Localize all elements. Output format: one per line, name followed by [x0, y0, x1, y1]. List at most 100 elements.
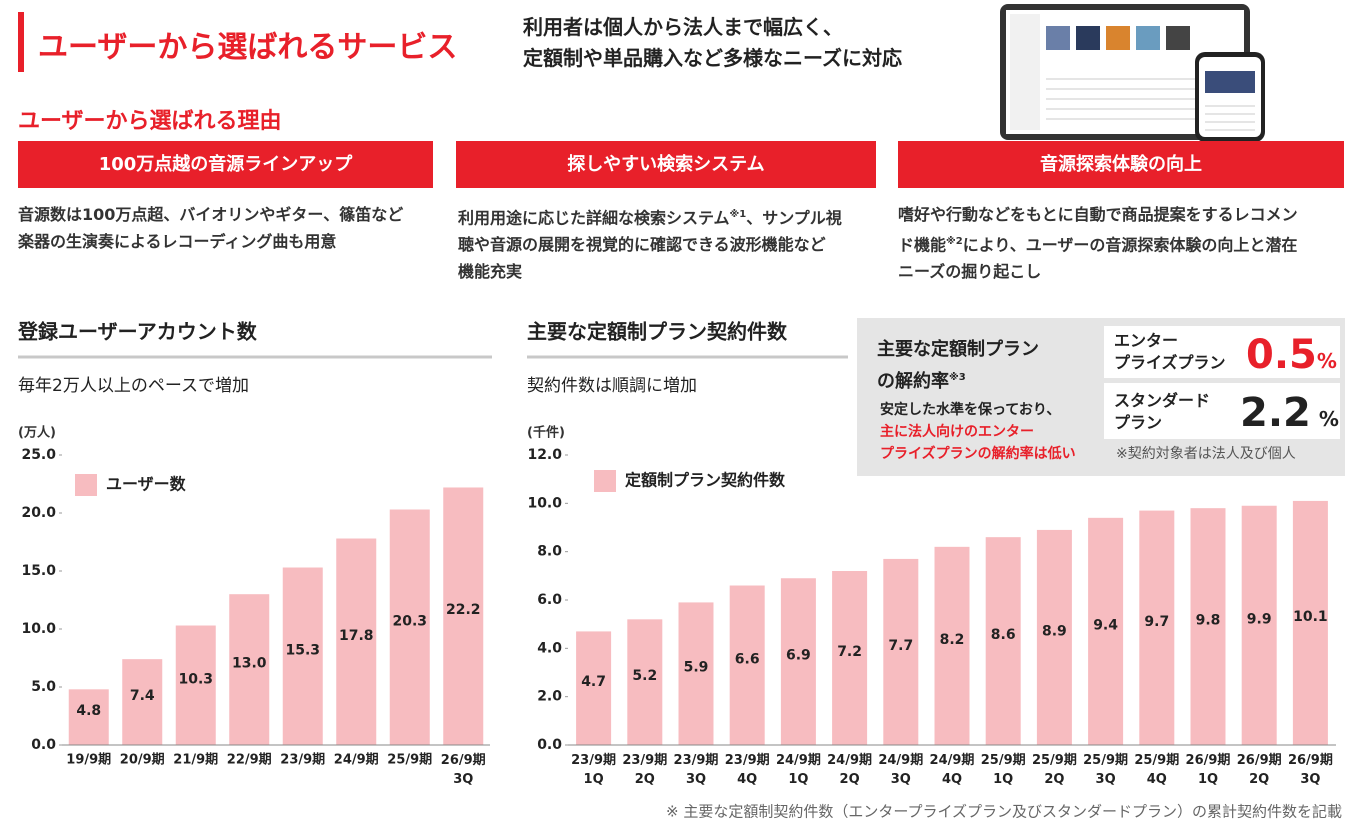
plan-name: スタンダード プラン	[1114, 390, 1210, 434]
y-tick-label: 2.0	[537, 689, 562, 705]
chart-title: 登録ユーザーアカウント数	[17, 320, 258, 344]
chart-subtitle: 毎年2万人以上のペースで増加	[18, 376, 249, 396]
x-tick-label: 24/9期 4Q	[930, 753, 975, 787]
plan-box	[1104, 326, 1340, 378]
value-label: 7.2	[837, 644, 862, 660]
x-tick-label: 20/9期	[120, 753, 165, 768]
bar	[780, 578, 816, 745]
x-tick-label: 23/9期	[280, 753, 325, 768]
churn-highlight: 主に法人向けのエンター	[880, 424, 1034, 440]
chart-note: ※ 主要な定額制契約件数（エンタープライズプラン及びスタンダードプラン）の累計契…	[666, 803, 1342, 821]
value-label: 7.7	[888, 638, 913, 654]
bar	[678, 602, 714, 745]
bar	[985, 537, 1021, 745]
value-label: 17.8	[339, 628, 374, 644]
reason-title: 100万点越の音源ラインアップ	[18, 141, 433, 188]
value-label: 9.8	[1196, 613, 1221, 629]
y-tick-label: 6.0	[537, 592, 562, 608]
text-line: ド機能※2により、ユーザーの音源探索体験の向上と潜在	[898, 228, 1298, 258]
y-tick-label: 8.0	[537, 544, 562, 560]
x-tick-label: 23/9期 2Q	[622, 753, 667, 787]
accent-bar	[18, 12, 24, 72]
value-label: 13.0	[232, 656, 267, 672]
thumb	[1136, 26, 1160, 50]
text-segment: により、ユーザーの音源探索体験の向上と潜在	[962, 235, 1298, 255]
bar	[883, 558, 919, 745]
text-line: ニーズの掘り起こし	[898, 258, 1298, 285]
phone-screen	[1199, 57, 1261, 137]
thumb	[1046, 26, 1070, 50]
x-tick-label: 24/9期 1Q	[776, 753, 821, 787]
x-tick-label: 25/9期	[387, 753, 432, 768]
x-tick-label: 26/9期 1Q	[1186, 753, 1231, 787]
value-label: 10.3	[178, 671, 213, 687]
bar	[1088, 517, 1124, 745]
text-line: 利用用途に応じた詳細な検索システム※1、サンプル視	[458, 201, 842, 231]
churn-title-line: の解約率	[877, 371, 949, 392]
x-tick-label: 21/9期	[173, 753, 218, 768]
plan-unit: %	[1318, 407, 1339, 431]
plan-value: 0.5	[1246, 332, 1317, 378]
value-label: 5.2	[632, 668, 657, 684]
plan-name-line: プライズプラン	[1114, 353, 1226, 372]
value-label: 5.9	[684, 660, 709, 676]
bar	[1139, 510, 1175, 745]
x-tick-label: 23/9期 3Q	[674, 753, 719, 787]
y-tick-label: 25.0	[21, 447, 56, 463]
bar	[729, 585, 765, 745]
legend-swatch	[594, 470, 616, 492]
text-line: 楽器の生演奏によるレコーディング曲も用意	[18, 228, 403, 255]
bar	[229, 594, 270, 745]
chart-subtitle: 契約件数は順調に増加	[527, 376, 697, 396]
bar	[1190, 508, 1226, 745]
churn-title: 主要な定額制プラン の解約率※3	[877, 336, 1039, 396]
lead-line: 定額制や単品購入など多様なニーズに対応	[523, 46, 902, 70]
text-line: 音源数は100万点超、バイオリンやギター、篠笛など	[18, 201, 403, 228]
value-label: 6.6	[735, 651, 760, 667]
text-segment: 利用用途に応じた詳細な検索システム	[458, 208, 730, 228]
y-axis-label: (万人)	[18, 425, 56, 441]
value-label: 9.7	[1144, 614, 1169, 630]
plan-name-line: スタンダード	[1114, 391, 1211, 410]
lead-line: 利用者は個人から法人まで幅広く、	[523, 15, 843, 39]
bar	[934, 546, 970, 745]
y-tick-label: 15.0	[21, 563, 56, 579]
bar	[443, 487, 484, 745]
lead: 利用者は個人から法人まで幅広く、 定額制や単品購入など多様なニーズに対応	[523, 12, 902, 74]
churn-note: ※契約対象者は法人及び個人	[1116, 446, 1296, 462]
sidebar	[1010, 14, 1040, 130]
x-tick-label: 23/9期 4Q	[725, 753, 770, 787]
value-label: 20.3	[392, 613, 427, 629]
x-tick-label: 26/9期 2Q	[1237, 753, 1282, 787]
value-label: 6.9	[786, 648, 811, 664]
value-label: 8.2	[940, 632, 965, 648]
legend-label: ユーザー数	[106, 475, 187, 494]
reason-title: 探しやすい検索システム	[456, 141, 876, 188]
plan-name-line: エンター	[1114, 331, 1179, 350]
churn-title-line: の解約率※3	[877, 364, 1039, 396]
y-tick-label: 0.0	[537, 737, 562, 753]
reason-text: 嗜好や行動などをもとに自動で商品提案をするレコメン ド機能※2により、ユーザーの音…	[898, 201, 1298, 285]
x-tick-label: 25/9期 4Q	[1134, 753, 1179, 787]
value-label: 15.3	[285, 642, 320, 658]
reason-title: 音源探索体験の向上	[898, 141, 1344, 188]
value-label: 4.8	[76, 703, 101, 719]
bar	[68, 689, 109, 745]
x-tick-label: 24/9期	[334, 753, 379, 768]
plan-name: エンター プライズプラン	[1114, 330, 1226, 374]
x-tick-label: 26/9期 3Q	[1288, 753, 1333, 787]
bar	[832, 571, 868, 745]
value-label: 7.4	[130, 688, 155, 704]
plan-rate: 0.5%	[1246, 330, 1337, 386]
y-tick-label: 0.0	[31, 737, 56, 753]
value-label: 10.1	[1293, 609, 1328, 625]
plan-rate: 2.2%	[1240, 388, 1339, 444]
churn-text: 安定した水準を保っており、 主に法人向けのエンター プライズプランの解約率は低い	[880, 399, 1076, 465]
y-tick-label: 4.0	[537, 640, 562, 656]
text-line: 聴や音源の展開を視覚的に確認できる波形機能など	[458, 231, 842, 258]
value-label: 8.6	[991, 627, 1016, 643]
text-segment: 音源数は100万点超、バイオリンやギター、篠笛など	[18, 205, 404, 224]
y-tick-label: 10.0	[21, 621, 56, 637]
bar	[1036, 529, 1072, 745]
